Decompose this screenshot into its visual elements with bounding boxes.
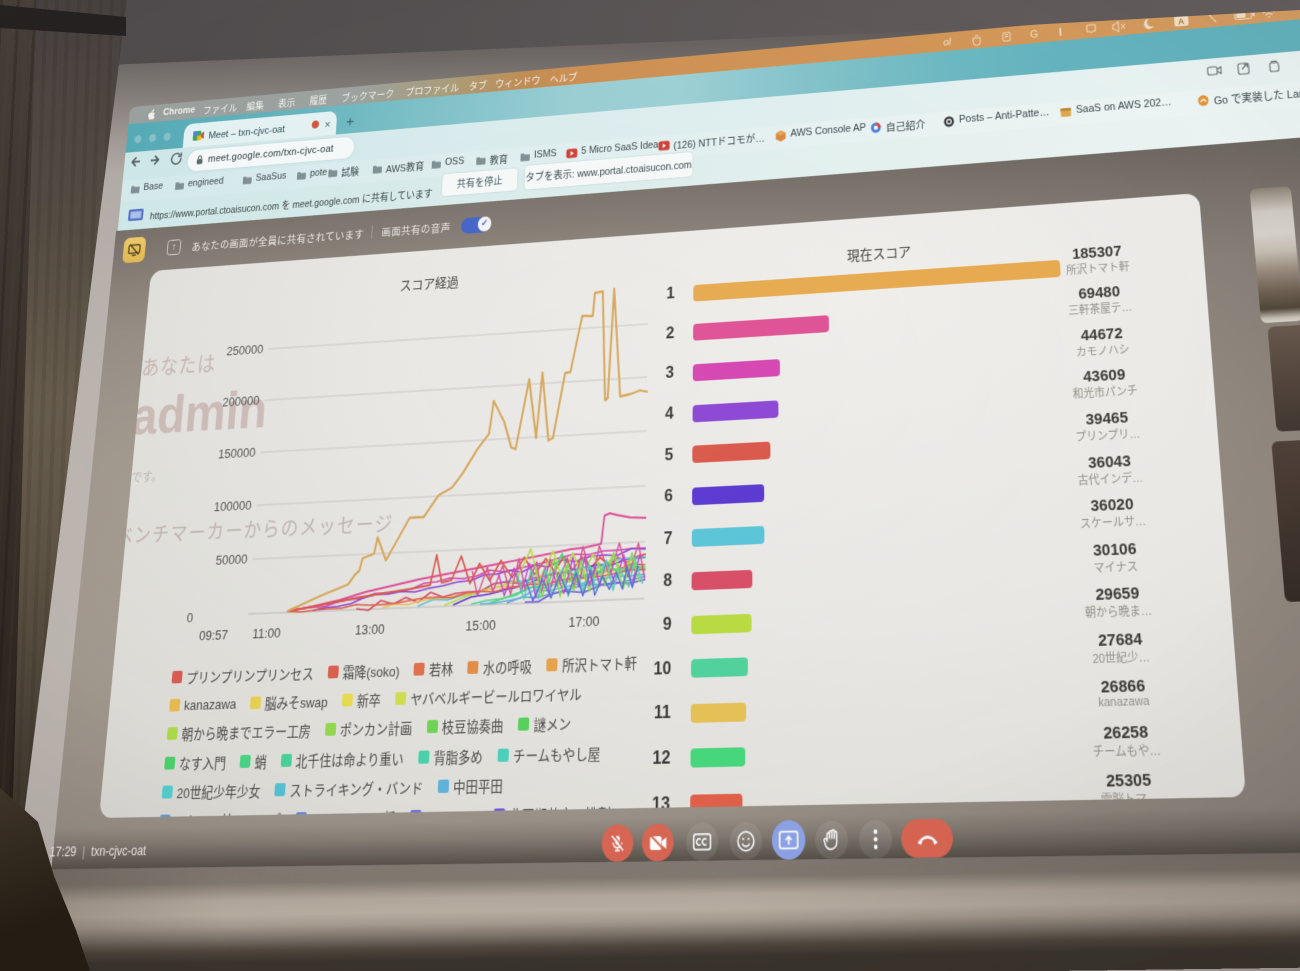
- svg-text:ol: ol: [943, 36, 952, 48]
- svg-text:17:00: 17:00: [568, 614, 599, 631]
- svg-text:11:00: 11:00: [252, 626, 281, 642]
- svg-text:200000: 200000: [222, 394, 260, 411]
- svg-text:15:00: 15:00: [465, 618, 496, 635]
- svg-text:09:57: 09:57: [199, 628, 229, 644]
- svg-text:100000: 100000: [213, 499, 252, 516]
- svg-text:13:00: 13:00: [355, 622, 385, 639]
- svg-text:A: A: [1178, 16, 1185, 27]
- svg-text:250000: 250000: [226, 343, 264, 359]
- svg-text:150000: 150000: [218, 446, 256, 463]
- svg-text:50000: 50000: [215, 553, 248, 569]
- svg-text:0: 0: [186, 611, 194, 626]
- svg-text:G: G: [1030, 28, 1039, 40]
